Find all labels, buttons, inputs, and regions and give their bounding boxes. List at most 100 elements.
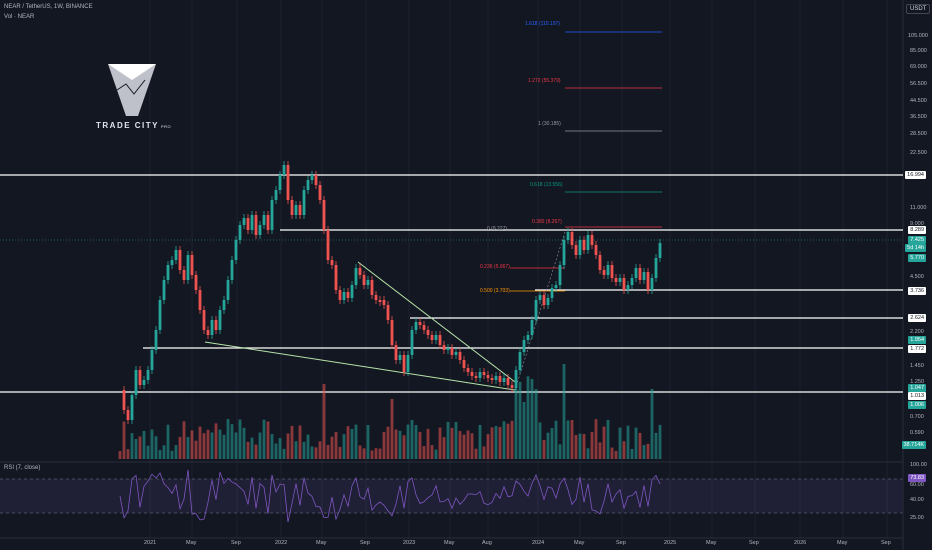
volume-bar <box>310 446 314 459</box>
price-label: 44.500 <box>910 98 927 104</box>
candle-body <box>178 250 182 270</box>
price-tag-level[interactable]: 2.624 <box>908 314 926 322</box>
volume-bar <box>506 423 510 459</box>
candle-body <box>510 385 514 388</box>
rsi-axis-label: 40.00 <box>910 497 924 503</box>
candle-body <box>238 225 242 240</box>
currency-button[interactable]: USDT <box>906 4 931 14</box>
symbol-title[interactable]: NEAR / TetherUS, 1W, BINANCE <box>4 4 93 10</box>
volume-bar <box>394 429 398 459</box>
candle-body <box>394 345 398 360</box>
volume-bar <box>422 446 426 459</box>
volume-bar <box>182 421 186 459</box>
volume-bar <box>534 389 538 459</box>
volume-bar <box>238 419 242 459</box>
candle-body <box>650 278 654 290</box>
candle-body <box>562 240 566 265</box>
candle-body <box>166 265 170 280</box>
time-label: May <box>316 540 327 546</box>
rsi-title[interactable]: RSI (7, close) <box>4 465 41 471</box>
price-tag-level[interactable]: 3.736 <box>908 287 926 295</box>
price-label: 105.000 <box>908 33 928 39</box>
volume-bar <box>366 425 370 459</box>
fib-label-0382: 0.382 (8.267) <box>532 219 562 225</box>
candle-body <box>658 243 662 258</box>
candle-body <box>602 270 606 275</box>
fib-label-1272: 1.272 (55.379) <box>528 78 561 84</box>
candle-body <box>322 200 326 230</box>
fib-label-0: 0 (8.227) <box>487 226 508 232</box>
candle-body <box>366 280 370 285</box>
fib-label-1618: 1.618 (110.197) <box>525 21 560 27</box>
volume-bar <box>630 448 634 459</box>
candle-body <box>358 268 362 275</box>
trendline-lower[interactable] <box>204 341 516 391</box>
price-tag-level[interactable]: 8.289 <box>908 226 926 234</box>
candle-body <box>614 278 618 282</box>
time-label: May <box>837 540 848 546</box>
price-label: 28.500 <box>910 131 927 137</box>
candle-body <box>302 190 306 215</box>
candle-body <box>610 265 614 278</box>
volume-bar <box>318 441 322 459</box>
time-label: May <box>574 540 585 546</box>
volume-bar <box>170 450 174 459</box>
candle-body <box>458 352 462 360</box>
volume-bar <box>410 419 414 459</box>
candle-body <box>362 275 366 285</box>
volume-legend[interactable]: Vol · NEAR <box>4 14 35 20</box>
candle-body <box>286 165 290 200</box>
candle-body <box>382 300 386 305</box>
candle-body <box>350 285 354 298</box>
candle-body <box>494 376 498 380</box>
volume-bar <box>234 432 238 459</box>
candle-body <box>282 165 286 175</box>
logo-wordmark: TRADE CITY PRO <box>96 121 172 130</box>
volume-bar <box>254 444 258 459</box>
time-label: 2023 <box>403 540 416 546</box>
volume-bar <box>430 445 434 459</box>
volume-bar <box>138 436 142 459</box>
fib-anchor-line[interactable] <box>514 231 566 391</box>
fib-label-1: 1 (30.185) <box>538 121 561 127</box>
candle-body <box>154 330 158 350</box>
volume-bar <box>270 434 274 459</box>
price-tag-indicator: 1.006 <box>908 401 926 409</box>
volume-bar <box>374 448 378 459</box>
volume-bar <box>174 445 178 459</box>
price-label: 22.500 <box>910 150 927 156</box>
volume-bar <box>386 426 390 459</box>
volume-bar <box>218 429 222 459</box>
trendline-upper[interactable] <box>357 261 516 383</box>
price-label: 1.450 <box>910 363 924 369</box>
candle-body <box>642 272 646 280</box>
volume-bar <box>262 419 266 459</box>
candle-body <box>470 372 474 376</box>
rsi-axis-label: 60.00 <box>910 482 924 488</box>
price-tag-level[interactable]: 1.772 <box>908 345 926 353</box>
candle-body <box>214 320 218 330</box>
volume-bar <box>462 434 466 459</box>
candle-body <box>466 368 470 372</box>
time-label: 2026 <box>794 540 807 546</box>
time-label: 2025 <box>664 540 677 546</box>
volume-bar <box>266 421 270 459</box>
candle-body <box>250 215 254 230</box>
volume-bar <box>598 442 602 459</box>
volume-bar <box>618 427 622 459</box>
candle-body <box>342 292 346 300</box>
candle-body <box>426 330 430 335</box>
volume-bar <box>554 420 558 459</box>
candle-body <box>654 258 658 278</box>
price-label: 56.500 <box>910 81 927 87</box>
candle-body <box>482 372 486 375</box>
time-label: Aug <box>482 540 492 546</box>
candle-body <box>222 300 226 310</box>
rsi-line <box>119 469 661 523</box>
chart-grid <box>149 0 888 538</box>
price-tag-level[interactable]: 16.994 <box>905 171 926 179</box>
volume-bar <box>154 436 158 459</box>
price-tag-level[interactable]: 1.013 <box>908 392 926 400</box>
volume-bar <box>474 448 478 459</box>
